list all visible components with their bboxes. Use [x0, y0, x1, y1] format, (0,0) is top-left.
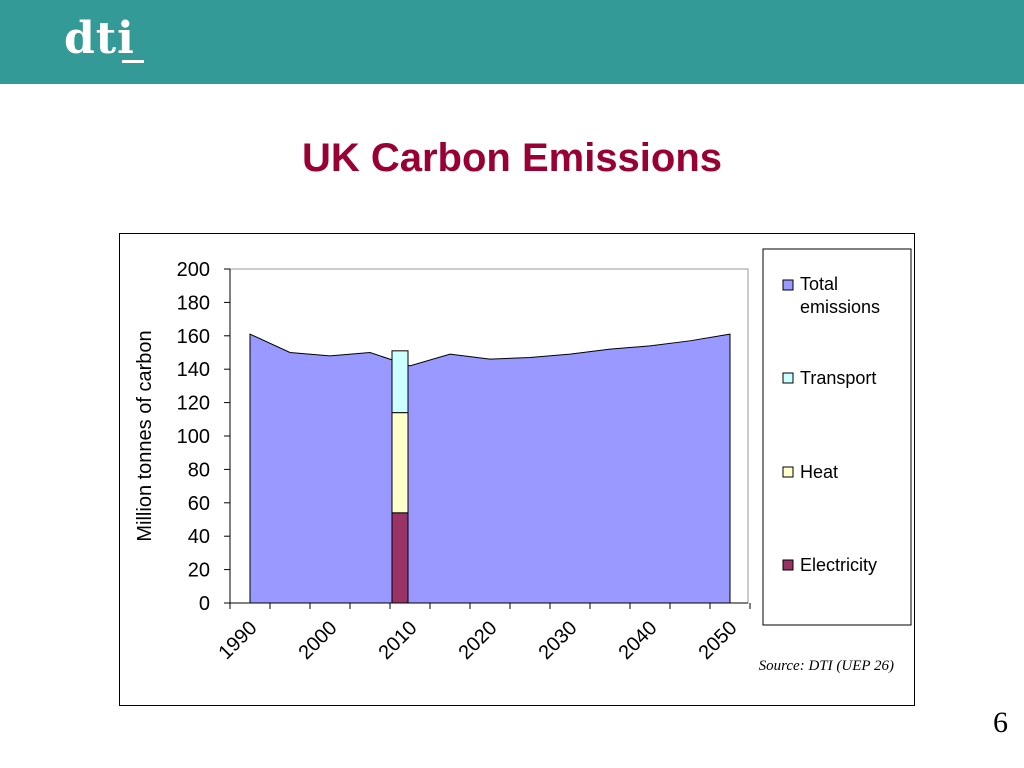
- logo-underline: [122, 60, 144, 63]
- x-tick-label: 2020: [455, 617, 502, 664]
- x-tick-label: 1990: [215, 617, 262, 664]
- legend-label: emissions: [800, 297, 880, 317]
- legend-swatch-heat: [782, 466, 794, 478]
- y-tick-label: 100: [177, 426, 210, 448]
- y-tick-label: 120: [177, 393, 210, 415]
- y-tick-label: 60: [188, 493, 210, 515]
- legend-label: Electricity: [800, 555, 877, 575]
- legend-swatch-transport: [782, 372, 794, 384]
- x-tick-label: 2030: [535, 617, 582, 664]
- legend-label: Heat: [800, 462, 838, 482]
- y-tick-label: 20: [188, 560, 210, 582]
- bar-transport: [391, 350, 409, 414]
- x-tick-label: 2010: [375, 617, 422, 664]
- y-axis-title: Million tonnes of carbon: [134, 330, 156, 541]
- x-tick-label: 2000: [295, 617, 342, 664]
- y-tick-label: 40: [188, 526, 210, 548]
- bar-electricity: [391, 512, 409, 604]
- dti-logo: dti: [64, 13, 135, 64]
- legend-label: Total: [800, 274, 838, 294]
- bar-heat: [391, 412, 409, 514]
- y-tick-label: 80: [188, 459, 210, 481]
- source-note: Source: DTI (UEP 26): [759, 658, 894, 674]
- page-number: 6: [993, 706, 1008, 739]
- legend-label: Transport: [800, 368, 876, 388]
- y-tick-label: 180: [177, 292, 210, 314]
- y-tick-label: 140: [177, 359, 210, 381]
- y-tick-label: 0: [199, 593, 210, 615]
- slide-title: UK Carbon Emissions: [301, 136, 723, 180]
- header-band: [0, 0, 1024, 84]
- chart-frame: 0 20 40 60 80 100 120 140 160 180 200 1990 2000 2010 2…: [119, 233, 915, 706]
- total-emissions-area: [249, 333, 731, 604]
- legend-swatch-electricity: [782, 559, 794, 571]
- x-tick-label: 2040: [615, 617, 662, 664]
- y-tick-label: 200: [177, 259, 210, 281]
- y-tick-label: 160: [177, 326, 210, 348]
- legend-swatch-total-emissions: [782, 279, 794, 291]
- x-tick-label: 2050: [695, 617, 742, 664]
